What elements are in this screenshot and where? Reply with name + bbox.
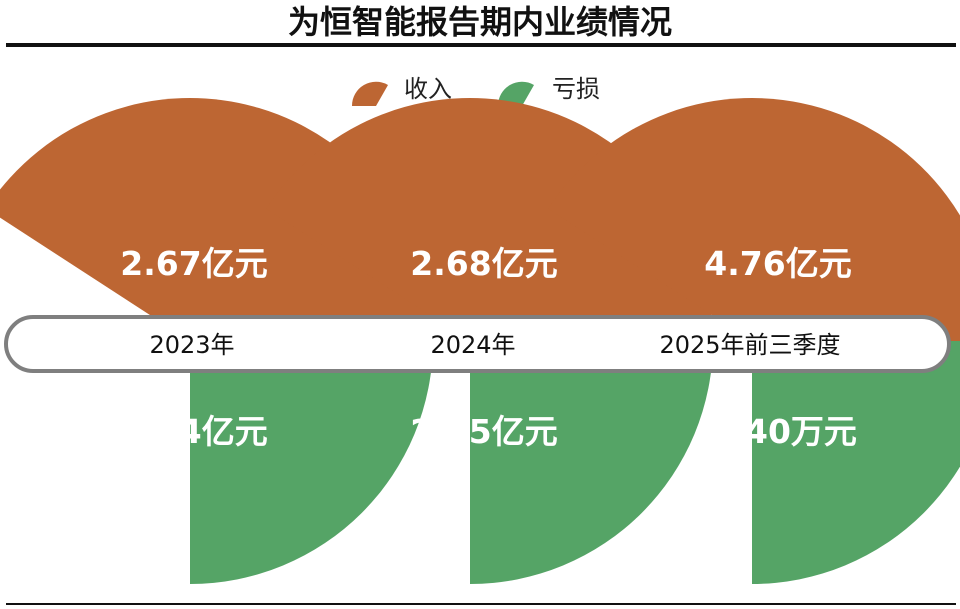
loss-label-2025q3: 4040万元 [699,412,857,451]
loss-sector-2023 [190,341,433,584]
loss-sector-2025q3 [752,341,960,584]
legend-label-loss: 亏损 [552,75,600,103]
revenue-sector-2025q3 [548,98,960,341]
legend-label-revenue: 收入 [404,75,452,103]
loss-label-2024: 2.05亿元 [410,412,558,451]
loss-sector-2024 [470,341,713,584]
legend: 收入 亏损 [0,68,960,112]
revenue-label-2023: 2.67亿元 [120,244,268,283]
category-label-2023: 2023年 [149,331,235,359]
category-label-2024: 2024年 [430,331,516,359]
legend-swatch-revenue [351,81,388,106]
legend-swatch-loss [497,81,534,106]
title-underline [6,43,956,47]
chart-title: 为恒智能报告期内业绩情况 [287,3,672,41]
year-band [4,315,951,373]
revenue-label-2025q3: 4.76亿元 [704,244,852,283]
bottom-rule [6,603,956,605]
loss-label-2023: 1.54亿元 [120,412,268,451]
category-label-2025q3: 2025年前三季度 [659,331,841,359]
revenue-label-2024: 2.68亿元 [410,244,558,283]
